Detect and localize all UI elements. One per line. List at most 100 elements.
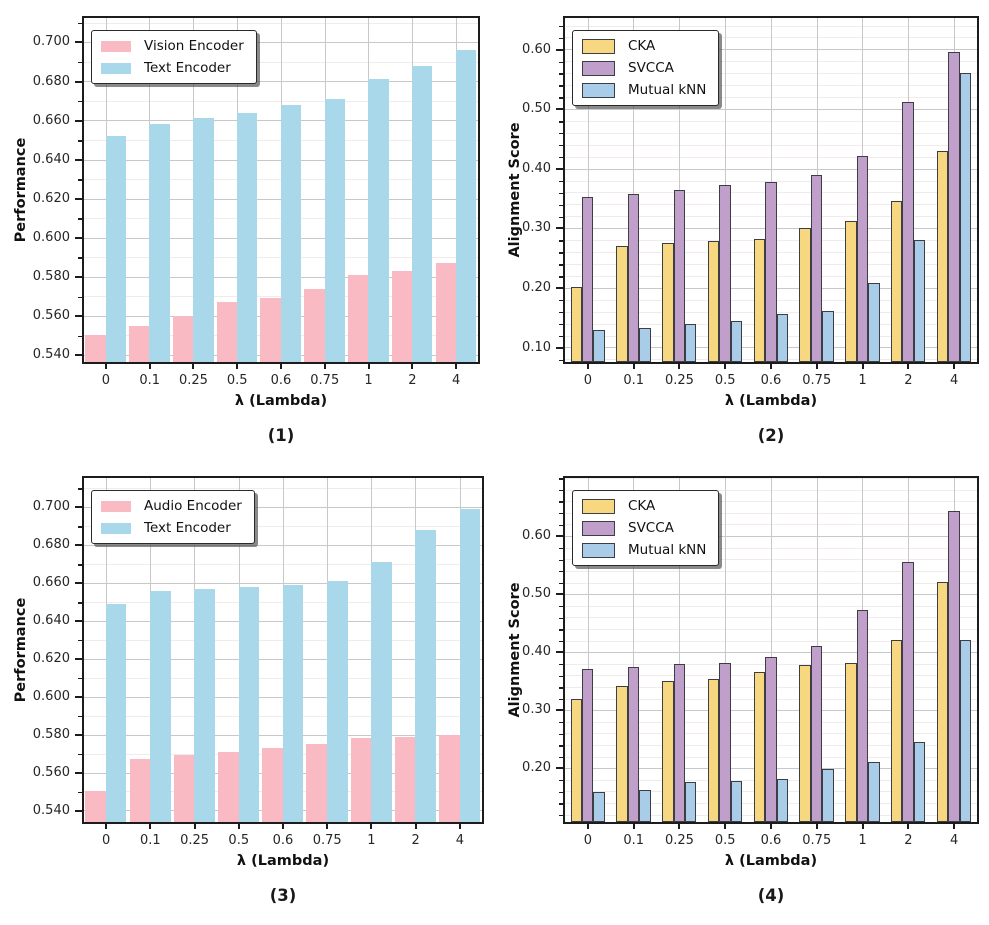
y-tick-mark-minor: [78, 715, 82, 718]
x-tick-label: 0: [101, 373, 111, 388]
bar-svcca: [581, 668, 594, 822]
y-tick-mark-minor: [559, 687, 563, 689]
legend-item: Text Encoder: [101, 60, 244, 76]
panel-caption: (1): [267, 426, 295, 445]
x-tick-mark: [280, 362, 282, 369]
legend: Vision Encoder Text Encoder: [91, 30, 257, 84]
bar-mutual-knn: [639, 789, 651, 822]
legend-label: Audio Encoder: [144, 498, 242, 514]
bar-text-encoder: [368, 79, 389, 362]
y-tick-mark-minor: [78, 526, 82, 528]
grid-line-vertical: [633, 477, 635, 822]
y-tick-mark-minor: [559, 478, 563, 480]
bar-text-encoder: [324, 98, 345, 362]
bar-cka: [845, 663, 857, 822]
y-tick-mark: [556, 709, 563, 712]
legend-swatch-metric_blue: [582, 542, 615, 558]
bar-mutual-knn: [730, 781, 743, 822]
bar-text-encoder: [150, 590, 171, 822]
y-tick-mark-minor: [559, 559, 563, 561]
y-tick-mark-minor: [559, 791, 563, 793]
x-tick-mark: [192, 362, 195, 369]
x-axis-label: λ (Lambda): [724, 393, 818, 409]
y-tick-label: 0.700: [32, 34, 70, 50]
y-tick-label: 0.560: [32, 764, 70, 780]
y-tick-mark-minor: [78, 101, 82, 103]
x-tick-mark: [411, 362, 414, 369]
y-tick-mark-minor: [559, 803, 563, 805]
y-tick-mark-minor: [559, 617, 563, 619]
bar-audio-encoder: [173, 755, 195, 822]
bar-cka: [890, 201, 903, 362]
y-tick-mark: [556, 535, 563, 538]
plot-area: [562, 15, 979, 364]
x-tick-label: 0.6: [760, 373, 782, 388]
legend-swatch-yellow: [582, 38, 615, 54]
y-tick-mark: [75, 506, 82, 509]
x-tick-mark: [815, 362, 818, 369]
x-tick-label: 0.75: [802, 833, 832, 848]
y-tick-mark-minor: [559, 85, 563, 87]
y-tick-mark-minor: [78, 791, 82, 794]
y-tick-mark-minor: [559, 605, 563, 608]
y-tick-mark: [75, 197, 82, 200]
legend-label: Text Encoder: [144, 520, 231, 536]
x-tick-label: 0.25: [180, 833, 210, 848]
bar-text-encoder: [412, 65, 433, 362]
y-tick-mark-minor: [78, 257, 82, 259]
x-tick-label: 0.25: [664, 833, 694, 848]
bar-audio-encoder: [129, 759, 151, 822]
plot-area: [81, 15, 480, 364]
x-tick-label: 1: [858, 833, 867, 848]
y-tick-label: 0.620: [32, 190, 70, 206]
legend-label: CKA: [628, 498, 656, 514]
y-tick-mark-minor: [78, 602, 82, 604]
legend-item: CKA: [582, 498, 706, 514]
chart-4-alignment-score-vs-lambda: 0.20 0.30 0.40 0.50 0.60 0 0.1 0.25 0.5 0.6 0.75 1 2…: [494, 460, 989, 925]
y-tick-mark-minor: [559, 814, 563, 817]
y-tick-mark-minor: [559, 779, 563, 782]
bar-vision-encoder: [347, 274, 369, 362]
y-tick-mark-minor: [559, 513, 563, 515]
y-tick-mark-minor: [559, 745, 563, 747]
bar-mutual-knn: [593, 329, 605, 362]
bar-svcca: [902, 101, 914, 362]
bar-text-encoder: [459, 509, 481, 822]
bar-mutual-knn: [959, 73, 972, 362]
bar-svcca: [810, 175, 823, 362]
x-tick-mark: [282, 822, 284, 829]
y-tick-mark-minor: [78, 61, 82, 64]
y-tick-mark-minor: [559, 721, 563, 724]
y-tick-label: 0.580: [32, 268, 70, 284]
x-tick-label: 0.1: [623, 373, 644, 388]
legend-label: CKA: [628, 38, 656, 54]
bar-cka: [616, 245, 628, 362]
y-tick-label: 0.60: [522, 41, 551, 57]
y-tick-mark-minor: [559, 240, 563, 242]
legend-label: Mutual kNN: [628, 542, 707, 558]
x-tick-mark: [104, 362, 107, 369]
x-tick-label: 0.6: [272, 833, 294, 848]
y-tick-mark: [556, 651, 563, 654]
y-tick-mark: [75, 354, 82, 357]
grid-line-vertical: [587, 17, 589, 362]
y-tick-mark-minor: [559, 323, 563, 326]
x-tick-label: 1: [364, 373, 373, 388]
x-tick-mark: [458, 822, 461, 829]
y-tick-mark-minor: [559, 97, 563, 99]
y-axis-label: Alignment Score: [507, 122, 523, 258]
bar-cka: [753, 238, 766, 362]
bar-cka: [616, 686, 628, 822]
x-tick-mark: [193, 822, 196, 829]
bar-svcca: [673, 190, 685, 362]
y-axis-label: Performance: [13, 597, 29, 703]
chart-1-encoder-performance-vs-lambda: 0.540 0.560 0.580 0.600 0.620 0.640 0.660 0.680…: [0, 0, 494, 460]
y-tick-mark-minor: [559, 180, 563, 183]
y-tick-mark: [75, 582, 82, 585]
bar-cka: [753, 672, 766, 822]
x-tick-label: 0.5: [228, 833, 250, 848]
x-axis-label: λ (Lambda): [724, 853, 818, 869]
bar-mutual-knn: [776, 314, 788, 362]
y-tick-label: 0.680: [32, 73, 70, 89]
